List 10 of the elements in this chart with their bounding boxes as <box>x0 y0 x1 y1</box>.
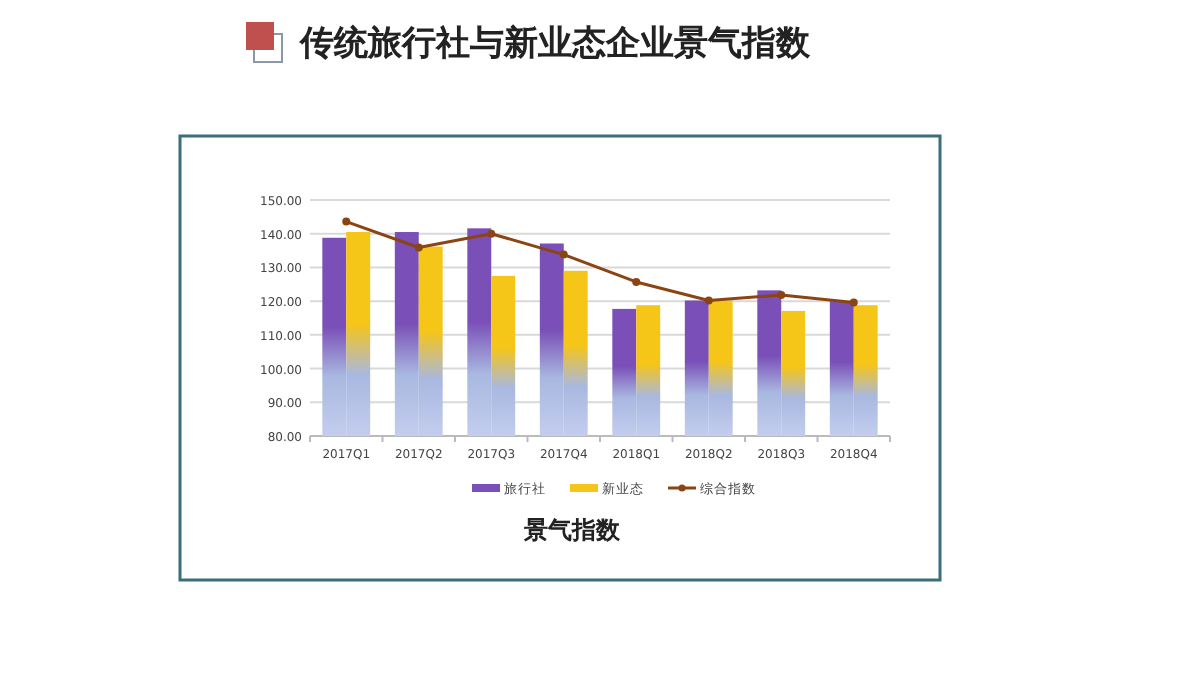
point <box>704 296 713 305</box>
point <box>559 250 568 259</box>
point <box>487 229 496 238</box>
point <box>632 277 641 286</box>
point <box>414 243 423 252</box>
text: 景气指数 <box>522 516 622 544</box>
point <box>777 291 786 300</box>
point <box>342 217 351 226</box>
point <box>849 298 858 307</box>
chart-title: 传统旅行社与新业态企业景气指数 <box>298 24 812 64</box>
